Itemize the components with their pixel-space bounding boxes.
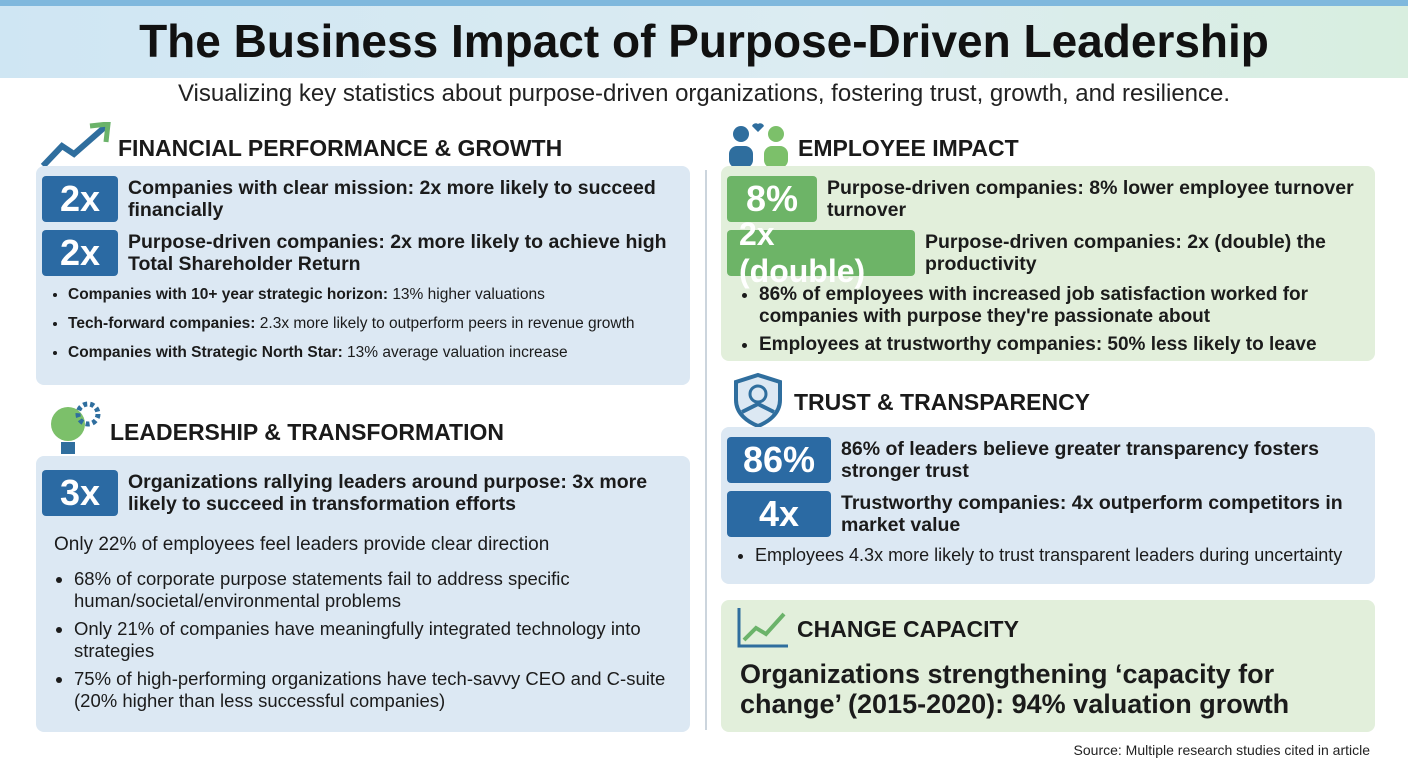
bullet: Employees 4.3x more likely to trust tran… — [755, 545, 1369, 566]
bullet-list: Companies with 10+ year strategic horizo… — [42, 286, 684, 362]
badge: 86% — [727, 437, 831, 483]
change-text: Organizations strengthening ‘capacity fo… — [740, 659, 1290, 719]
bullet-bold: Companies with Strategic North Star: — [68, 344, 343, 361]
bullet-bold: Tech-forward companies: — [68, 315, 256, 332]
panel: 3x Organizations rallying leaders around … — [36, 456, 690, 732]
stat-text: 86% of leaders believe greater transpare… — [841, 438, 1319, 482]
stat-row: 3x Organizations rallying leaders around … — [42, 470, 684, 516]
bulb-icon — [51, 401, 101, 454]
stat-text: Organizations rallying leaders around pu… — [128, 471, 648, 515]
subtitle: Visualizing key statistics about purpose… — [177, 80, 1231, 107]
stat-row: 8% Purpose-driven companies: 8% lower emp… — [727, 176, 1369, 222]
badge: 4x — [727, 491, 831, 537]
people-icon — [729, 123, 788, 168]
section-heading: TRUST & TRANSPARENCY — [794, 389, 1091, 415]
stat-row: 2x Companies with clear mission: 2x more … — [42, 176, 684, 222]
bullet-list: 86% of employees with increased job sati… — [727, 284, 1369, 356]
bullet: 68% of corporate purpose statements fail… — [74, 568, 684, 612]
stat-row: 4x Trustworthy companies: 4x outperform c… — [727, 491, 1369, 537]
stat-text: Purpose-driven companies: 2x more likely… — [128, 231, 667, 275]
trust-icon — [734, 372, 782, 428]
bullet: 75% of high-performing organizations hav… — [74, 668, 684, 712]
header-band — [0, 0, 1408, 78]
divider — [705, 170, 707, 730]
panel: 86% 86% of leaders believe greater transp… — [721, 427, 1375, 584]
title: The Business Impact of Purpose-Driven Le… — [139, 15, 1269, 67]
note: Only 22% of employees feel leaders provi… — [54, 534, 550, 555]
stat-text: Purpose-driven companies: 8% lower emplo… — [827, 177, 1354, 221]
panel: 8% Purpose-driven companies: 8% lower emp… — [721, 166, 1375, 361]
bullet-list: 68% of corporate purpose statements fail… — [42, 568, 684, 712]
stat-row: 2x Purpose-driven companies: 2x more like… — [42, 230, 684, 276]
badge: 2x — [42, 176, 118, 222]
stat-text: Purpose-driven companies: 2x (double) th… — [925, 231, 1326, 275]
section-heading: LEADERSHIP & TRANSFORMATION — [110, 419, 504, 445]
growth-icon — [40, 122, 111, 169]
section-heading: EMPLOYEE IMPACT — [798, 135, 1019, 161]
bullet-text: 2.3x more likely to outperform peers in … — [259, 315, 635, 332]
badge: 3x — [42, 470, 118, 516]
bullet: Companies with Strategic North Star: 13%… — [68, 344, 684, 362]
bullet-bold: Companies with 10+ year strategic horizo… — [68, 286, 388, 303]
stat-row: 86% 86% of leaders believe greater transp… — [727, 437, 1369, 483]
bullet: Companies with 10+ year strategic horizo… — [68, 286, 684, 304]
bullet-text: 13% higher valuations — [392, 286, 545, 303]
bullet: Only 21% of companies have meaningfully … — [74, 618, 684, 662]
bullet-text: 13% average valuation increase — [347, 344, 568, 361]
panel — [721, 600, 1375, 732]
source: Source: Multiple research studies cited … — [1073, 742, 1370, 758]
badge: 8% — [727, 176, 817, 222]
section-heading: FINANCIAL PERFORMANCE & GROWTH — [118, 135, 563, 161]
badge: 2x (double) — [727, 216, 915, 289]
panel: 2x Companies with clear mission: 2x more … — [36, 166, 690, 385]
bullet: Employees at trustworthy companies: 50% … — [759, 334, 1369, 356]
bullet: 86% of employees with increased job sati… — [759, 284, 1369, 328]
chart-icon — [737, 608, 788, 648]
section-heading: CHANGE CAPACITY — [797, 616, 1019, 642]
stat-row: 2x (double) Purpose-driven companies: 2x … — [727, 216, 1369, 289]
bullet-list: Employees 4.3x more likely to trust tran… — [727, 545, 1369, 566]
stat-text: Trustworthy companies: 4x outperform com… — [841, 492, 1343, 536]
stat-text: Companies with clear mission: 2x more li… — [128, 177, 656, 221]
badge: 2x — [42, 230, 118, 276]
bullet: Tech-forward companies: 2.3x more likely… — [68, 315, 684, 333]
